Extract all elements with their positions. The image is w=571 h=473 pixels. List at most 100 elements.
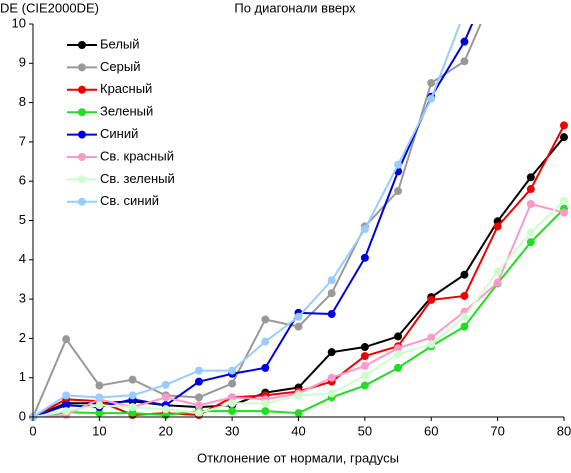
data-point	[560, 196, 568, 205]
data-point	[327, 276, 336, 285]
data-point	[394, 350, 403, 359]
plot-area	[29, 8, 568, 421]
data-point	[493, 278, 502, 287]
data-point	[194, 366, 203, 375]
legend-label: Серый	[100, 59, 140, 74]
data-point	[360, 253, 369, 262]
data-point	[493, 222, 502, 231]
data-point	[228, 393, 237, 402]
data-point	[95, 401, 104, 410]
data-point	[394, 187, 403, 196]
x-tick-label: 10	[92, 423, 106, 438]
data-point	[261, 363, 270, 372]
y-tick-label: 8	[19, 94, 26, 109]
data-point	[294, 322, 303, 331]
legend-label: Зеленый	[100, 104, 153, 119]
x-tick-label: 20	[159, 423, 173, 438]
data-point	[194, 401, 203, 410]
x-tick-label: 50	[358, 423, 372, 438]
data-point	[394, 363, 403, 372]
data-point	[261, 407, 270, 416]
data-point	[526, 228, 535, 237]
data-point	[560, 121, 568, 130]
data-point	[560, 208, 568, 217]
data-point	[327, 389, 336, 398]
data-point	[460, 312, 469, 321]
data-point	[360, 352, 369, 361]
data-point	[427, 340, 436, 349]
data-point	[327, 289, 336, 298]
data-point	[95, 381, 104, 390]
legend-marker	[78, 41, 86, 49]
legend-marker	[78, 175, 86, 184]
data-point	[394, 160, 403, 169]
data-point	[427, 295, 436, 304]
data-point	[360, 361, 369, 370]
y-tick-label: 2	[19, 330, 26, 345]
data-point	[228, 379, 237, 388]
x-tick-label: 30	[225, 423, 239, 438]
data-point	[161, 380, 170, 389]
data-point	[460, 291, 469, 300]
x-tick-label: 60	[424, 423, 438, 438]
data-point	[460, 37, 469, 46]
data-point	[427, 94, 436, 103]
data-point	[360, 343, 369, 352]
data-point	[360, 371, 369, 380]
data-point	[427, 78, 436, 87]
x-tick-label: 70	[490, 423, 504, 438]
x-axis-label: Отклонение от нормали, градусы	[197, 450, 399, 465]
legend-marker	[78, 63, 86, 72]
y-axis-label: DE (CIE2000DE)	[0, 0, 99, 15]
y-tick-label: 0	[19, 408, 26, 423]
y-tick-label: 7	[19, 133, 26, 148]
legend-label: Св. красный	[100, 148, 174, 163]
legend-label: Красный	[100, 81, 152, 96]
data-point	[128, 403, 137, 412]
data-point	[294, 312, 303, 321]
data-point	[95, 409, 104, 418]
data-point	[460, 270, 469, 279]
data-point	[194, 393, 203, 402]
data-point	[128, 375, 137, 384]
y-tick-label: 4	[19, 251, 26, 266]
x-tick-label: 40	[291, 423, 305, 438]
data-point	[460, 8, 468, 16]
data-point	[294, 409, 303, 418]
chart-title: По диагонали вверх	[234, 0, 356, 15]
x-tick-label: 80	[557, 423, 571, 438]
data-point	[526, 199, 535, 208]
data-point	[261, 315, 270, 324]
y-tick-label: 9	[19, 55, 26, 70]
legend-marker	[78, 197, 86, 206]
data-point	[493, 267, 502, 276]
data-point	[460, 57, 469, 66]
data-point	[161, 405, 170, 414]
data-point	[194, 377, 203, 386]
y-tick-label: 5	[19, 212, 26, 227]
data-point	[360, 225, 369, 234]
legend-marker	[78, 108, 86, 117]
data-point	[95, 393, 104, 402]
data-point	[128, 391, 137, 400]
legend-label: Св. синий	[100, 193, 159, 208]
data-point	[228, 366, 237, 375]
data-point	[526, 238, 535, 247]
y-tick-label: 6	[19, 173, 26, 188]
legend-marker	[78, 153, 86, 161]
legend-marker	[78, 130, 86, 139]
data-point	[427, 333, 436, 342]
data-point	[327, 348, 336, 357]
data-point	[228, 407, 237, 416]
data-point	[261, 337, 270, 346]
data-point	[62, 391, 71, 400]
legend-label: Св. зеленый	[100, 171, 175, 186]
data-point	[62, 401, 71, 410]
legend-label: Белый	[100, 36, 140, 51]
data-point	[394, 332, 403, 341]
data-point	[161, 393, 170, 402]
data-point	[460, 322, 469, 331]
data-point	[526, 173, 535, 182]
data-point	[526, 185, 535, 194]
